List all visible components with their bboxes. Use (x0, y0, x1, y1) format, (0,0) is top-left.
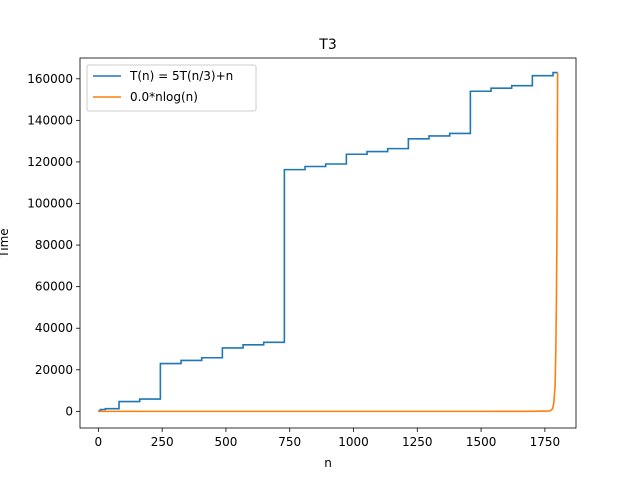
y-tick-label: 20000 (35, 363, 73, 377)
y-tick-label: 140000 (27, 113, 73, 127)
y-axis: 0 20000 40000 60000 80000 100000 120000 140000 1… (27, 72, 80, 418)
x-tick-label: 500 (214, 435, 237, 449)
series-line-1 (98, 72, 559, 413)
y-tick-label: 100000 (27, 197, 73, 211)
x-tick-label: 1000 (338, 435, 369, 449)
x-tick-label: 1750 (530, 435, 561, 449)
x-tick-label: 1500 (466, 435, 497, 449)
legend-label-nlogn: 0.0*nlog(n) (130, 90, 198, 104)
y-tick-label: 80000 (35, 238, 73, 252)
y-axis-title: Time (0, 228, 11, 258)
legend-box (86, 64, 257, 112)
y-tick-label: 120000 (27, 155, 73, 169)
x-tick-label: 750 (278, 435, 301, 449)
series-layer (98, 71, 559, 413)
x-axis-title: n (324, 456, 332, 470)
y-tick-label: 60000 (35, 280, 73, 294)
series-line-0 (98, 71, 558, 413)
y-tick-label: 40000 (35, 321, 73, 335)
y-tick-label: 160000 (27, 72, 73, 86)
x-tick-label: 1250 (402, 435, 433, 449)
x-axis: 0 250 500 750 1000 1250 1500 1750 (95, 428, 561, 449)
x-tick-label: 250 (151, 435, 174, 449)
legend: T(n) = 5T(n/3)+n 0.0*nlog(n) (86, 64, 257, 112)
y-tick-label: 0 (65, 404, 73, 418)
chart-title: T3 (318, 37, 336, 53)
x-tick-label: 0 (95, 435, 103, 449)
plot-frame (79, 57, 577, 429)
legend-label-tn: T(n) = 5T(n/3)+n (129, 69, 233, 83)
